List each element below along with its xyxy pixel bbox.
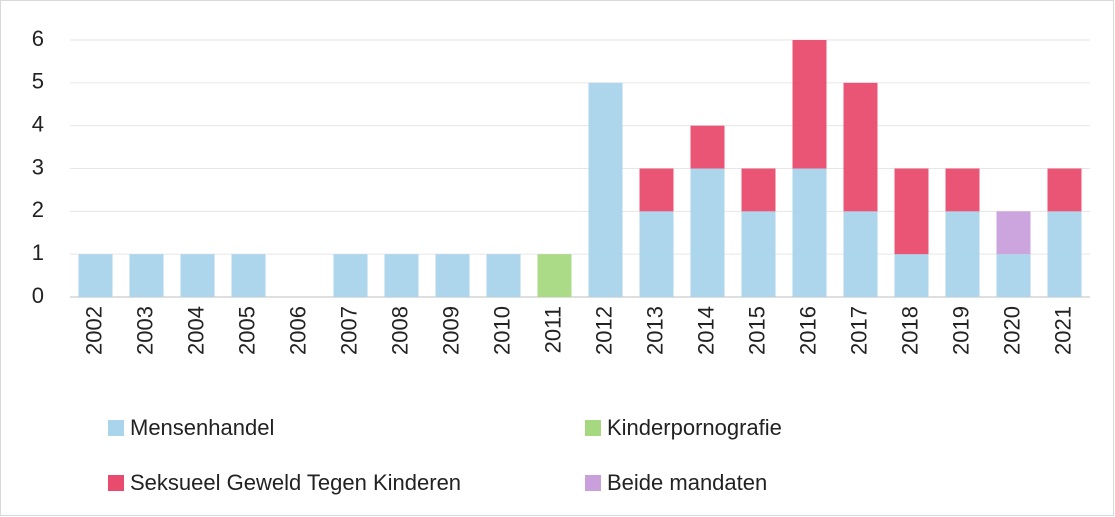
bar-segment (843, 82, 878, 212)
bar-segment (1047, 211, 1082, 297)
y-tick-label: 0 (32, 283, 44, 308)
x-tick-label: 2017 (846, 306, 871, 355)
y-tick-label: 6 (32, 26, 44, 51)
x-tick-label: 2019 (948, 306, 973, 355)
x-tick-label: 2004 (183, 306, 208, 355)
bar-segment (690, 125, 725, 169)
x-tick-label: 2006 (285, 306, 310, 355)
legend-swatch (108, 420, 124, 436)
legend-swatch (585, 475, 601, 491)
legend-label: Mensenhandel (130, 415, 274, 440)
bar-segment (996, 211, 1031, 255)
y-tick-label: 3 (32, 154, 44, 179)
x-tick-label: 2016 (795, 306, 820, 355)
y-tick-label: 4 (32, 111, 44, 136)
bar-segment (588, 82, 623, 297)
legend-label: Kinderpornografie (607, 415, 782, 440)
x-tick-label: 2005 (234, 306, 259, 355)
x-tick-label: 2008 (387, 306, 412, 355)
bar-segment (129, 254, 164, 297)
x-tick-label: 2020 (999, 306, 1024, 355)
bar-segment (333, 254, 368, 297)
y-tick-label: 2 (32, 197, 44, 222)
legend-swatch (585, 420, 601, 436)
legend-label: Beide mandaten (607, 470, 767, 495)
x-tick-label: 2021 (1050, 306, 1075, 355)
bar-segment (945, 211, 980, 297)
y-tick-label: 1 (32, 240, 44, 265)
x-tick-label: 2015 (744, 306, 769, 355)
bar-segment (741, 168, 776, 212)
bar-segment (792, 168, 827, 297)
bar-segment (741, 211, 776, 297)
bar-segment (231, 254, 266, 297)
bar-segment (945, 168, 980, 212)
bar-segment (537, 254, 572, 297)
x-tick-label: 2011 (540, 306, 565, 353)
bar-segment (639, 211, 674, 297)
bar-segment (843, 211, 878, 297)
bar-segment (792, 40, 827, 169)
bar-segment (486, 254, 521, 297)
bar-segment (384, 254, 419, 297)
bar-segment (894, 168, 929, 255)
bar-segment (690, 168, 725, 297)
x-tick-label: 2002 (81, 306, 106, 355)
bar-segment (1047, 168, 1082, 212)
x-tick-label: 2009 (438, 306, 463, 355)
bar-segment (180, 254, 215, 297)
x-tick-label: 2012 (591, 306, 616, 355)
bar-segment (639, 168, 674, 212)
x-tick-label: 2018 (897, 306, 922, 355)
x-tick-label: 2010 (489, 306, 514, 355)
bar-segment (996, 254, 1031, 297)
legend-swatch (108, 475, 124, 491)
x-tick-label: 2007 (336, 306, 361, 355)
x-tick-label: 2013 (642, 306, 667, 355)
y-tick-label: 5 (32, 69, 44, 94)
x-tick-label: 2014 (693, 306, 718, 355)
legend-label: Seksueel Geweld Tegen Kinderen (130, 470, 461, 495)
bar-segment (78, 254, 113, 297)
bar-segment (435, 254, 470, 297)
x-tick-label: 2003 (132, 306, 157, 355)
bar-segment (894, 254, 929, 297)
